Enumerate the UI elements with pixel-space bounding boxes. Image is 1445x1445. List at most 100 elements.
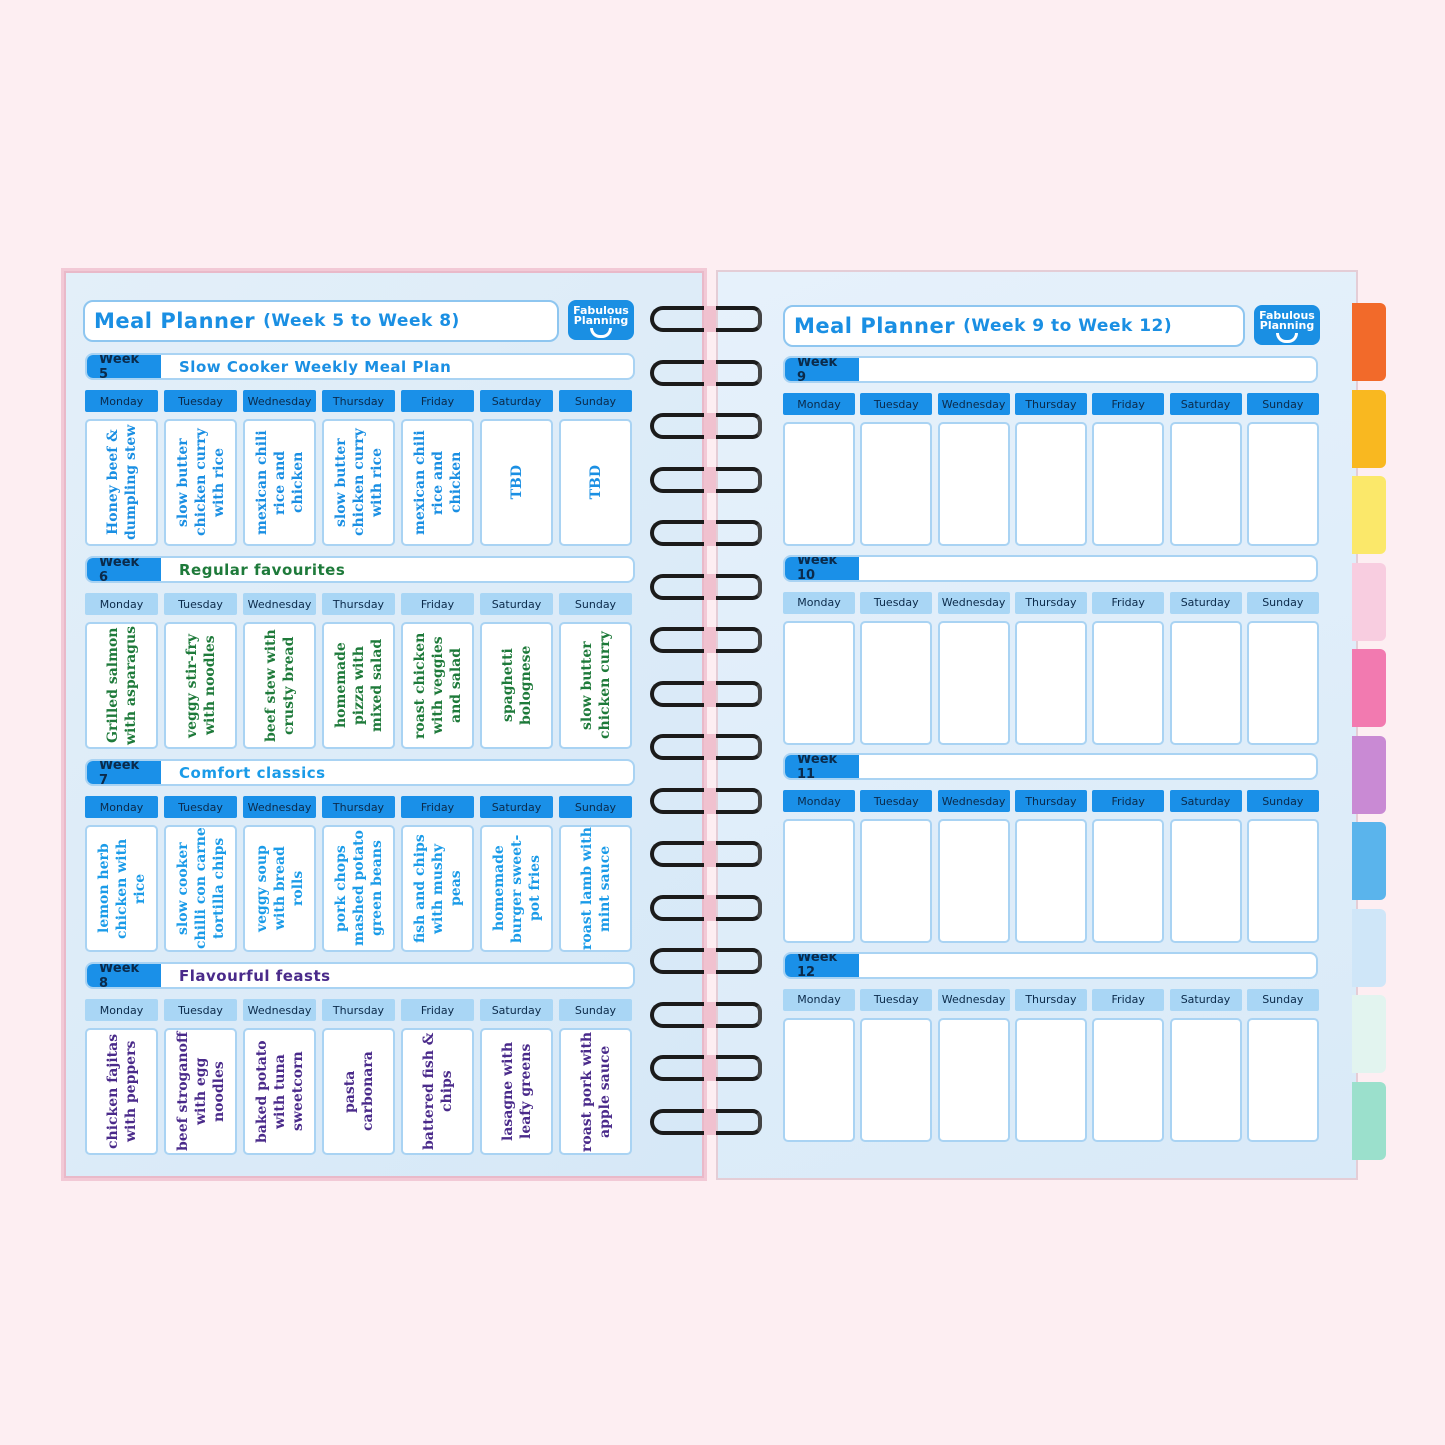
section-tab[interactable]	[1352, 649, 1386, 727]
meal-cell[interactable]: mexican chili rice and chicken	[401, 419, 474, 546]
meal-cell[interactable]	[860, 620, 933, 745]
meal-cell[interactable]: veggy stir-fry with noodles	[164, 622, 237, 749]
meal-cell[interactable]: slow butter chicken curry	[559, 622, 632, 749]
meal-cell[interactable]: pork chops mashed potato green beans	[322, 825, 395, 952]
meal-cell[interactable]: homemade pizza with mixed salad	[322, 622, 395, 749]
meal-cell[interactable]: lasagne with leafy greens	[480, 1028, 553, 1155]
logo: Fabulous Planning	[1254, 305, 1320, 345]
section-tab[interactable]	[1352, 995, 1386, 1073]
meal-cell[interactable]: homemade burger sweet-pot fries	[480, 825, 553, 952]
week-label-text: Week 8	[99, 962, 140, 989]
meal-cell[interactable]	[937, 819, 1010, 943]
week-label: Week 10	[785, 556, 859, 580]
page-subtitle: (Week 5 to Week 8)	[263, 311, 460, 331]
meal-cell[interactable]	[1169, 819, 1242, 943]
week-bar: Week 6 Regular favourites	[85, 556, 635, 583]
week-label-text: Week 7	[99, 759, 140, 786]
spiral-ring	[650, 1055, 762, 1081]
meal-cell[interactable]	[937, 620, 1010, 745]
meal-cell[interactable]	[1246, 422, 1319, 546]
meal-cell[interactable]: TBD	[559, 419, 632, 546]
meal-cell[interactable]: beef stew with crusty bread	[243, 622, 316, 749]
day-header-sunday: Sunday	[1246, 790, 1319, 812]
meal-cell[interactable]: veggy soup with bread rolls	[243, 825, 316, 952]
meal-cell[interactable]	[1014, 1017, 1087, 1142]
meal-cell[interactable]	[1092, 620, 1165, 745]
meal-cell[interactable]: chicken fajitas with peppers	[85, 1028, 158, 1155]
meal-cell[interactable]	[1169, 620, 1242, 745]
meal-cell[interactable]	[937, 422, 1010, 546]
week-bar: Week 12	[783, 951, 1318, 979]
day-header-sunday: Sunday	[1246, 591, 1319, 614]
section-tab[interactable]	[1352, 735, 1386, 814]
meal-cell[interactable]: spaghetti bolognese	[480, 622, 553, 749]
section-tab[interactable]	[1352, 303, 1386, 381]
meal-cell[interactable]: roast pork with apple sauce	[559, 1028, 632, 1155]
meal-cell[interactable]	[860, 422, 933, 546]
section-tab[interactable]	[1352, 389, 1386, 468]
meal-cell[interactable]: pasta carbonara	[322, 1028, 395, 1155]
week-label: Week 11	[785, 755, 859, 778]
day-header-sunday: Sunday	[559, 390, 632, 412]
meal-cell[interactable]: slow cooker chilli con carne tortilla ch…	[164, 825, 237, 952]
meal-cell[interactable]: baked potato with tuna sweetcorn	[243, 1028, 316, 1155]
day-header-tuesday: Tuesday	[164, 390, 237, 412]
week-label-text: Week 9	[797, 356, 838, 383]
meal-cell[interactable]: slow butter chicken curry with rice	[322, 419, 395, 546]
meal-cell[interactable]	[1246, 620, 1319, 745]
meal-cell[interactable]: Honey beef & dumpling stew	[85, 419, 158, 546]
meal-cell[interactable]	[783, 620, 855, 745]
section-tab[interactable]	[1352, 476, 1386, 554]
week-bar: Week 7 Comfort classics	[85, 759, 635, 786]
meal-cell[interactable]	[783, 1017, 855, 1142]
section-tab[interactable]	[1352, 908, 1386, 987]
meal-cell[interactable]: lemon herb chicken with rice	[85, 825, 158, 952]
day-header-sunday: Sunday	[559, 999, 632, 1021]
section-tab[interactable]	[1352, 1081, 1386, 1160]
meal-cell[interactable]	[860, 819, 933, 943]
day-header-saturday: Saturday	[1169, 790, 1242, 812]
meal-cell[interactable]: Grilled salmon with asparagus	[85, 622, 158, 749]
meal-cell[interactable]	[1014, 620, 1087, 745]
meal-cell[interactable]: roast lamb with mint sauce	[559, 825, 632, 952]
day-header-saturday: Saturday	[480, 390, 553, 412]
meal-cell[interactable]: TBD	[480, 419, 553, 546]
meal-cell[interactable]	[1092, 422, 1165, 546]
meal-cell[interactable]	[1014, 422, 1087, 546]
day-header-friday: Friday	[401, 593, 474, 615]
meal-cell[interactable]	[783, 819, 855, 943]
day-header-thursday: Thursday	[322, 593, 395, 615]
meal-cell[interactable]	[860, 1017, 933, 1142]
day-header-monday: Monday	[783, 591, 855, 614]
meal-cell[interactable]: slow butter chicken curry with rice	[164, 419, 237, 546]
meal-cell[interactable]	[1092, 1017, 1165, 1142]
meal-cell[interactable]: battered fish & chips	[401, 1028, 474, 1155]
meal-cell[interactable]: fish and chips with mushy peas	[401, 825, 474, 952]
week-label-text: Week 6	[99, 556, 140, 583]
meal-cell[interactable]	[1014, 819, 1087, 943]
meal-cell[interactable]	[1246, 819, 1319, 943]
day-header-friday: Friday	[401, 999, 474, 1021]
meal-cell[interactable]: beef stroganoff with egg noodles	[164, 1028, 237, 1155]
meal-cell[interactable]: roast chicken with veggies and salad	[401, 622, 474, 749]
day-header-friday: Friday	[1092, 988, 1165, 1011]
day-header-friday: Friday	[1092, 790, 1165, 812]
meal-cell[interactable]: mexican chili rice and chicken	[243, 419, 316, 546]
meal-cell[interactable]	[1246, 1017, 1319, 1142]
meal-cell[interactable]	[937, 1017, 1010, 1142]
day-header-thursday: Thursday	[1014, 591, 1087, 614]
meal-cell[interactable]	[783, 422, 855, 546]
week-bar: Week 9	[783, 356, 1318, 383]
meal-cell[interactable]	[1092, 819, 1165, 943]
section-tab[interactable]	[1352, 562, 1386, 641]
week-theme: Slow Cooker Weekly Meal Plan	[179, 357, 452, 376]
meal-cell[interactable]	[1169, 422, 1242, 546]
section-tab[interactable]	[1352, 822, 1386, 900]
day-header-saturday: Saturday	[480, 593, 553, 615]
left-page: Meal Planner (Week 5 to Week 8) Fabulous Pl…	[64, 271, 704, 1178]
meal-text: chicken fajitas with peppers	[104, 1033, 139, 1150]
day-header-monday: Monday	[783, 988, 855, 1011]
meal-text: spaghetti bolognese	[499, 645, 534, 726]
meal-cell[interactable]	[1169, 1017, 1242, 1142]
meal-text: slow butter chicken curry with rice	[174, 428, 227, 537]
